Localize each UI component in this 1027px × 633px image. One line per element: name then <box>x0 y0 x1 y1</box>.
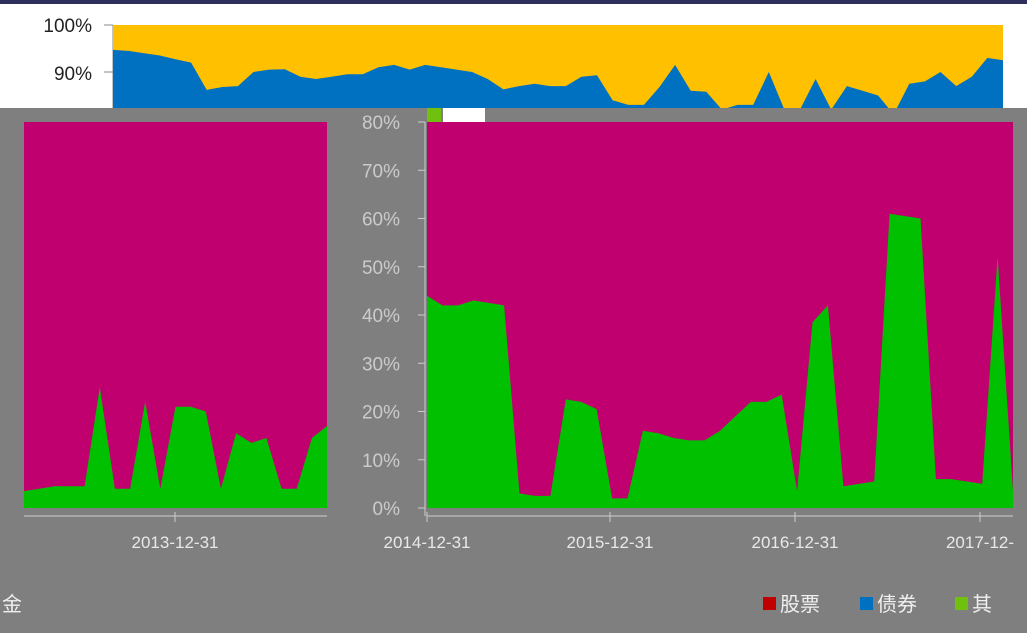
top-y-tick-label: 90% <box>54 64 92 85</box>
legend-swatch-bond <box>860 597 873 610</box>
top-panel: 100% 90% <box>43 16 1003 120</box>
left-x-tick-label: 2013-12-31 <box>132 533 219 552</box>
mid-y-tick-label: 80% <box>362 113 400 134</box>
mid-y-tick-label: 70% <box>362 161 400 182</box>
legend: 股票 债券 其 <box>763 593 992 616</box>
area-green-left <box>24 387 327 508</box>
mid-y-tick-label: 50% <box>362 258 400 279</box>
legend-chip-green <box>427 108 441 122</box>
top-y-tick-label: 100% <box>43 16 92 37</box>
mid-y-tick-label: 30% <box>362 354 400 375</box>
area-green-right <box>427 213 1013 508</box>
right-x-tick-label: 2015-12-31 <box>567 533 654 552</box>
axis-panel: 80% 70% 60% 50% 40% 30% 20% 10% 0% <box>362 108 485 520</box>
mid-y-tick-label: 40% <box>362 306 400 327</box>
legend-chip-white <box>443 108 485 122</box>
area-bond-top <box>113 49 1003 120</box>
right-x-tick-label: 2017-12- <box>946 533 1014 552</box>
footer-fragment: 金 <box>2 593 22 616</box>
legend-swatch-other <box>955 597 968 610</box>
right-panel: 2014-12-31 2015-12-31 2016-12-31 2017-12- <box>384 122 1014 552</box>
legend-label-other: 其 <box>972 593 992 616</box>
right-x-tick-label: 2016-12-31 <box>752 533 839 552</box>
legend-swatch-stock <box>763 597 776 610</box>
legend-label-stock: 股票 <box>780 594 820 616</box>
mid-y-tick-label: 10% <box>362 451 400 472</box>
header-rule <box>0 0 1027 4</box>
mid-y-tick-label: 60% <box>362 210 400 231</box>
left-panel: 2013-12-31 <box>24 122 327 552</box>
mid-y-tick-label: 20% <box>362 403 400 424</box>
legend-label-bond: 债券 <box>877 593 917 616</box>
right-x-tick-label: 2014-12-31 <box>384 533 471 552</box>
mid-y-tick-label: 0% <box>373 499 401 520</box>
